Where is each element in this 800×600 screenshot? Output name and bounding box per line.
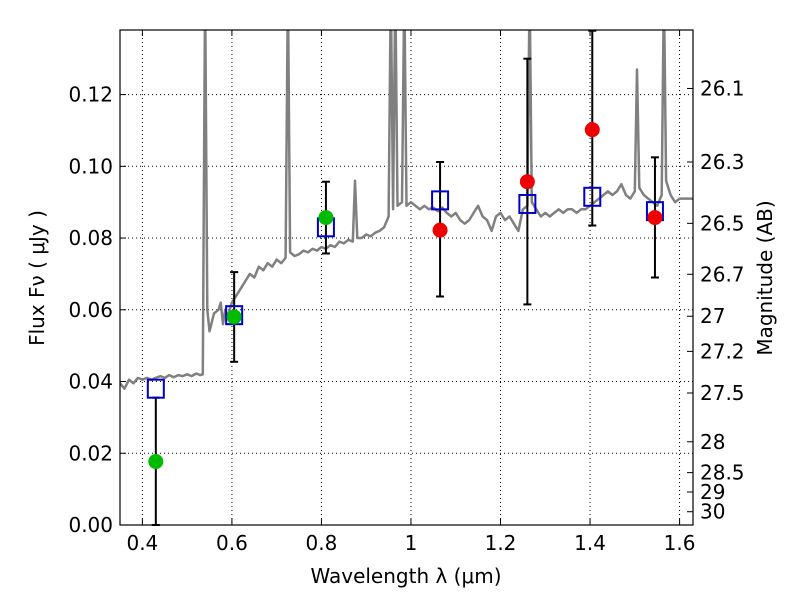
x-tick-label: 0.4 [126,531,158,555]
model-photometry-marker [146,378,165,399]
x-axis-label: Wavelength λ (μm) [310,564,501,588]
x-tick-label: 1.6 [664,531,696,555]
observed-flux-marker [519,174,535,190]
y2-tick-label: 28 [700,430,725,454]
y2-tick-label: 26.3 [700,150,745,174]
x-tick-label: 1 [405,531,418,555]
y-tick-label: 0.02 [68,441,113,465]
grid [120,30,693,526]
x-tick-label: 0.6 [216,531,248,555]
observed-flux-marker [148,454,164,470]
y2-axis-label: Magnitude (AB) [753,200,777,355]
y2-tick-label: 27 [700,304,725,328]
observed-flux-marker [647,210,663,226]
model-photometry-marker [518,193,537,214]
y2-tick-label: 26.5 [700,211,745,235]
y-tick-label: 0.08 [68,226,113,250]
axis-labels: Wavelength λ (μm) Flux Fν ( μJy ) Magnit… [25,200,777,588]
y-tick-label: 0.12 [68,83,113,107]
plot-area [120,29,693,526]
y2-tick-label: 27.2 [700,339,745,363]
y-tick-label: 0.04 [68,370,113,394]
y2-tick-label: 26.1 [700,76,745,100]
observed-flux-marker [226,309,242,325]
axis-ticks: 0.4 0.6 0.8 1 1.2 1.4 1.6 0.00 0.02 0.04 0.06 0.08 0… [68,30,745,555]
y-tick-label: 0.10 [68,154,113,178]
model-photometry-marker [583,186,602,207]
y-tick-label: 0.06 [68,298,113,322]
y2-tick-label: 28.5 [700,461,745,485]
y2-tick-label: 26.7 [700,262,745,286]
y-tick-label: 0.00 [68,513,113,537]
plot-frame [119,29,694,526]
model-photometry-marker [431,190,450,211]
y2-tick-label: 29 [700,480,725,504]
x-tick-label: 1.2 [485,531,517,555]
y2-tick-label: 30 [700,500,725,524]
y2-tick-label: 27.5 [700,381,745,405]
x-tick-label: 1.4 [574,531,606,555]
observed-flux-marker [584,122,600,138]
model-spectrum-line [120,30,693,390]
y-axis-label: Flux Fν ( μJy ) [25,210,49,346]
observed-flux-marker [318,210,334,226]
observed-flux-marker [432,222,448,238]
x-tick-label: 0.8 [306,531,338,555]
